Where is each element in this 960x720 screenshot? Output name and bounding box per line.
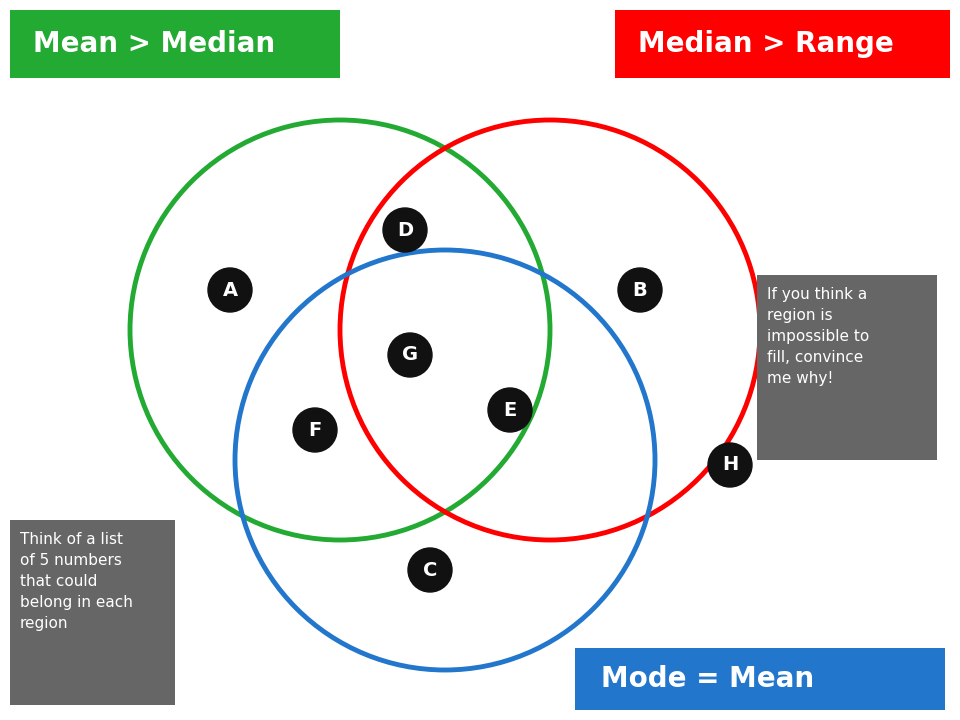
Circle shape: [383, 208, 427, 252]
Circle shape: [488, 388, 532, 432]
Text: E: E: [503, 400, 516, 420]
Text: G: G: [402, 346, 418, 364]
FancyBboxPatch shape: [757, 275, 937, 460]
FancyBboxPatch shape: [10, 10, 340, 78]
FancyBboxPatch shape: [615, 10, 950, 78]
Circle shape: [388, 333, 432, 377]
Text: Median > Range: Median > Range: [638, 30, 894, 58]
Text: F: F: [308, 420, 322, 439]
Text: Think of a list
of 5 numbers
that could
belong in each
region: Think of a list of 5 numbers that could …: [20, 532, 132, 631]
Circle shape: [618, 268, 662, 312]
Text: C: C: [422, 560, 437, 580]
Text: D: D: [396, 220, 413, 240]
Circle shape: [208, 268, 252, 312]
Circle shape: [293, 408, 337, 452]
Circle shape: [708, 443, 752, 487]
Text: Mean > Median: Mean > Median: [33, 30, 276, 58]
Circle shape: [408, 548, 452, 592]
FancyBboxPatch shape: [10, 520, 175, 705]
Text: B: B: [633, 281, 647, 300]
Text: A: A: [223, 281, 237, 300]
Text: H: H: [722, 456, 738, 474]
Text: Mode = Mean: Mode = Mean: [601, 665, 814, 693]
FancyBboxPatch shape: [575, 648, 945, 710]
Text: If you think a
region is
impossible to
fill, convince
me why!: If you think a region is impossible to f…: [767, 287, 869, 386]
